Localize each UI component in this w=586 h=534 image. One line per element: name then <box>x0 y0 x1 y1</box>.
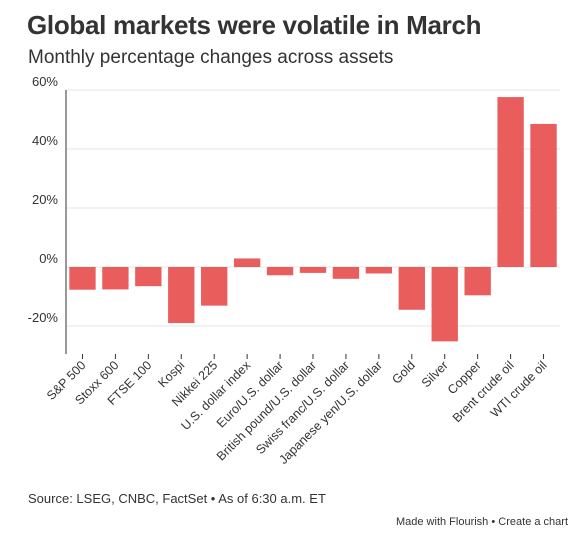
bar <box>233 258 261 267</box>
bar <box>365 267 393 274</box>
bar <box>135 267 162 287</box>
bar <box>431 267 458 342</box>
y-tick-label: -20% <box>28 310 59 325</box>
bar <box>201 267 228 306</box>
x-tick-label: Gold <box>389 358 418 387</box>
bar <box>69 267 96 290</box>
bar <box>497 97 524 267</box>
bar <box>168 267 195 324</box>
bar <box>464 267 491 296</box>
chart-title: Global markets were volatile in March <box>27 10 482 40</box>
chart-subtitle: Monthly percentage changes across assets <box>28 47 394 68</box>
y-tick-label: 20% <box>32 192 58 207</box>
bar <box>102 267 129 290</box>
bars <box>69 97 557 342</box>
y-tick-label: 40% <box>32 133 58 148</box>
create-chart-link[interactable]: Create a chart <box>498 516 568 528</box>
flourish-credit[interactable]: Made with Flourish • Create a chart <box>396 516 568 528</box>
credit-separator: • <box>491 516 496 528</box>
bar <box>332 267 360 279</box>
source-note: Source: LSEG, CNBC, FactSet • As of 6:30… <box>28 491 326 506</box>
made-with-link[interactable]: Made with Flourish <box>395 516 489 528</box>
bar <box>398 267 425 310</box>
y-axis-ticks: -20% 0% 20% 40% 60% <box>28 74 59 325</box>
y-tick-label: 0% <box>39 251 58 266</box>
bar <box>299 267 327 273</box>
y-tick-label: 60% <box>32 74 58 89</box>
bar <box>530 123 557 267</box>
bar <box>266 267 294 276</box>
grid-lines <box>65 89 560 354</box>
